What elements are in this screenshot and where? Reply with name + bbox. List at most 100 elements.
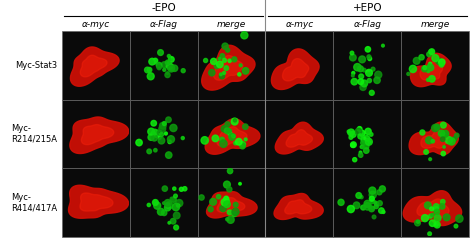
Circle shape xyxy=(427,78,429,81)
Circle shape xyxy=(166,117,171,123)
Circle shape xyxy=(441,200,445,204)
Circle shape xyxy=(374,201,377,204)
Circle shape xyxy=(164,200,172,207)
Circle shape xyxy=(421,215,428,222)
Circle shape xyxy=(360,196,363,199)
Circle shape xyxy=(443,214,450,221)
Circle shape xyxy=(220,137,224,142)
Circle shape xyxy=(371,67,375,71)
Text: α-myc: α-myc xyxy=(82,20,109,29)
Circle shape xyxy=(365,47,371,52)
Circle shape xyxy=(223,71,226,74)
Circle shape xyxy=(350,54,356,61)
Circle shape xyxy=(236,138,242,145)
Circle shape xyxy=(347,206,355,213)
Circle shape xyxy=(157,130,162,135)
Circle shape xyxy=(347,130,350,133)
Circle shape xyxy=(455,133,459,138)
Circle shape xyxy=(166,72,169,74)
Circle shape xyxy=(221,199,228,206)
Circle shape xyxy=(156,62,162,68)
Text: Myc-Stat3: Myc-Stat3 xyxy=(15,61,57,70)
Polygon shape xyxy=(420,62,443,80)
Circle shape xyxy=(228,131,232,136)
Circle shape xyxy=(172,65,178,71)
Circle shape xyxy=(149,58,155,65)
Circle shape xyxy=(364,144,369,149)
Circle shape xyxy=(226,48,230,52)
Bar xyxy=(265,31,333,100)
Circle shape xyxy=(445,136,453,144)
Circle shape xyxy=(426,137,432,144)
Circle shape xyxy=(361,146,364,149)
Circle shape xyxy=(440,122,446,128)
Circle shape xyxy=(208,206,213,212)
Circle shape xyxy=(439,204,445,209)
Circle shape xyxy=(152,129,157,135)
Circle shape xyxy=(154,200,156,203)
Circle shape xyxy=(171,197,176,202)
Circle shape xyxy=(358,79,364,85)
Bar xyxy=(129,100,198,168)
Circle shape xyxy=(440,137,445,141)
Circle shape xyxy=(429,76,435,82)
Circle shape xyxy=(369,206,374,212)
Polygon shape xyxy=(202,45,255,90)
Circle shape xyxy=(429,220,436,227)
Circle shape xyxy=(173,194,177,198)
Bar xyxy=(265,100,333,168)
Circle shape xyxy=(374,77,380,83)
Circle shape xyxy=(379,186,385,192)
Circle shape xyxy=(166,63,173,69)
Circle shape xyxy=(243,124,248,129)
Text: α-Flag: α-Flag xyxy=(353,20,382,29)
Polygon shape xyxy=(214,55,243,80)
Circle shape xyxy=(173,212,180,219)
Circle shape xyxy=(363,142,367,146)
Circle shape xyxy=(214,64,219,69)
Circle shape xyxy=(157,65,161,70)
Circle shape xyxy=(348,129,355,136)
Circle shape xyxy=(369,187,376,194)
Circle shape xyxy=(220,54,225,58)
Circle shape xyxy=(425,202,431,209)
Circle shape xyxy=(224,181,230,188)
Circle shape xyxy=(435,223,438,227)
Circle shape xyxy=(370,199,374,202)
Circle shape xyxy=(377,190,382,195)
Circle shape xyxy=(233,202,238,207)
Circle shape xyxy=(169,56,172,59)
Circle shape xyxy=(160,133,164,136)
Circle shape xyxy=(228,129,231,133)
Circle shape xyxy=(154,148,157,152)
Circle shape xyxy=(177,204,180,207)
Circle shape xyxy=(158,137,165,144)
Circle shape xyxy=(201,137,209,144)
Circle shape xyxy=(423,66,427,70)
Circle shape xyxy=(231,118,238,125)
Circle shape xyxy=(167,54,171,58)
Circle shape xyxy=(234,141,237,145)
Bar xyxy=(62,168,129,237)
Circle shape xyxy=(199,195,204,200)
Circle shape xyxy=(172,203,180,211)
Circle shape xyxy=(427,70,430,73)
Bar xyxy=(333,31,401,100)
Circle shape xyxy=(173,187,176,190)
Circle shape xyxy=(350,51,354,55)
Circle shape xyxy=(165,203,171,208)
Circle shape xyxy=(136,139,142,146)
Circle shape xyxy=(410,65,417,73)
Circle shape xyxy=(417,220,419,223)
Circle shape xyxy=(151,132,155,137)
Polygon shape xyxy=(71,47,119,86)
Circle shape xyxy=(151,120,156,126)
Circle shape xyxy=(351,143,355,147)
Bar xyxy=(62,100,129,168)
Circle shape xyxy=(168,222,171,224)
Polygon shape xyxy=(417,199,449,218)
Circle shape xyxy=(165,60,170,65)
Circle shape xyxy=(428,214,432,218)
Circle shape xyxy=(163,122,166,125)
Circle shape xyxy=(157,208,164,215)
